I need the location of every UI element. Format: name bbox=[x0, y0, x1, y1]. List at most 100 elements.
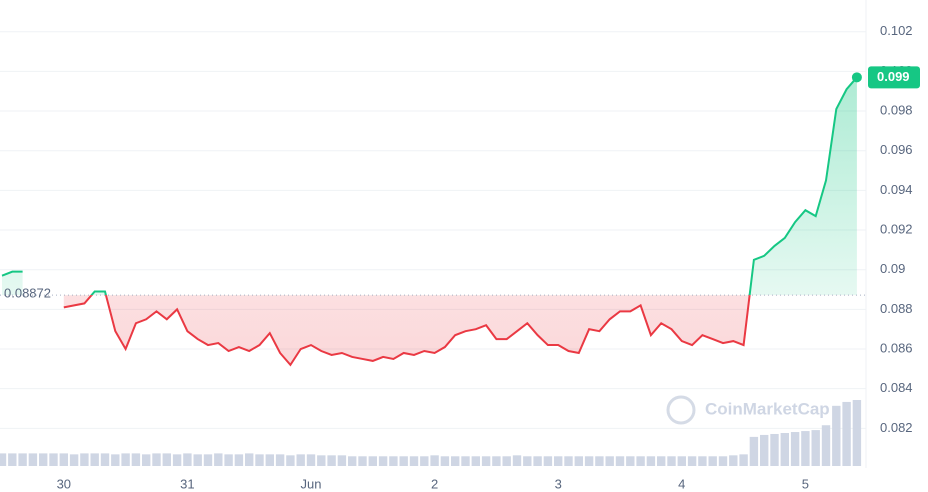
volume-bar bbox=[214, 453, 223, 466]
volume-bar bbox=[801, 431, 810, 466]
volume-bar bbox=[368, 456, 377, 466]
volume-bar bbox=[584, 456, 594, 466]
volume-bar bbox=[657, 456, 666, 466]
y-tick-label: 0.092 bbox=[880, 221, 913, 236]
y-tick-label: 0.09 bbox=[880, 261, 905, 276]
current-value-box bbox=[868, 66, 920, 89]
volume-bar bbox=[39, 453, 48, 466]
volume-bar bbox=[811, 430, 820, 466]
volume-bar bbox=[275, 454, 285, 466]
volume-bar bbox=[409, 456, 419, 466]
volume-bar bbox=[306, 454, 316, 466]
y-tick-label: 0.086 bbox=[880, 340, 913, 355]
volume-bar bbox=[234, 454, 244, 466]
volume-bar bbox=[615, 456, 625, 466]
volume-bar bbox=[296, 454, 305, 466]
x-tick-label: 5 bbox=[802, 476, 809, 491]
y-tick-label: 0.082 bbox=[880, 420, 913, 435]
current-value-label: 0.099 bbox=[877, 69, 910, 84]
volume-bar bbox=[131, 453, 141, 466]
volume-bar bbox=[760, 434, 769, 466]
volume-bar bbox=[502, 456, 511, 466]
x-tick-label: 30 bbox=[57, 476, 71, 491]
volume-bar bbox=[69, 454, 79, 466]
volume-bar bbox=[605, 456, 614, 466]
volume-bar bbox=[399, 456, 408, 466]
watermark-text: CoinMarketCap bbox=[705, 399, 830, 418]
volume-bar bbox=[512, 455, 522, 466]
volume-bar bbox=[852, 400, 862, 466]
volume-bar bbox=[317, 455, 326, 466]
volume-bar bbox=[595, 456, 604, 466]
volume-bar bbox=[749, 436, 759, 466]
volume-bar bbox=[708, 456, 717, 466]
volume-bar bbox=[142, 454, 151, 466]
y-tick-label: 0.098 bbox=[880, 102, 913, 117]
volume-bar bbox=[780, 433, 789, 466]
volume-bar bbox=[543, 456, 553, 466]
watermark: CoinMarketCap bbox=[666, 395, 830, 425]
volume-bar bbox=[121, 453, 130, 466]
baseline-label: 0.08872 bbox=[4, 286, 51, 301]
y-tick-label: 0.088 bbox=[880, 301, 913, 316]
volume-bar bbox=[90, 453, 99, 466]
volume-bar bbox=[667, 456, 676, 466]
volume-bar bbox=[337, 455, 347, 466]
volume-bar bbox=[564, 456, 573, 466]
volume-bar bbox=[481, 456, 491, 466]
volume-bar bbox=[698, 456, 707, 466]
price-line-down bbox=[63, 295, 751, 367]
watermark-logo bbox=[666, 395, 696, 425]
price-line-up bbox=[1, 76, 858, 296]
volume-bar bbox=[18, 453, 27, 466]
volume-bar bbox=[729, 455, 738, 466]
volume-bar bbox=[0, 453, 7, 466]
volume-bar bbox=[203, 454, 213, 466]
volume-bar bbox=[718, 456, 728, 466]
volume-bar bbox=[378, 456, 388, 466]
volume-bar bbox=[224, 454, 233, 466]
volume-bar bbox=[770, 433, 779, 466]
volume-bar bbox=[255, 454, 264, 466]
volume-bar bbox=[430, 455, 439, 466]
volume-bar bbox=[193, 454, 202, 466]
volume-bar bbox=[358, 456, 367, 466]
y-tick-label: 0.094 bbox=[880, 182, 913, 197]
x-tick-label: 31 bbox=[180, 476, 194, 491]
volume-bar bbox=[327, 455, 336, 466]
volume-bar bbox=[245, 453, 254, 466]
volume-bar bbox=[646, 456, 656, 466]
volume-bar bbox=[461, 456, 470, 466]
volume-bar bbox=[440, 456, 450, 466]
volume-bar bbox=[739, 454, 748, 466]
volume-bar bbox=[348, 456, 357, 466]
volume-bar bbox=[265, 454, 274, 466]
volume-bar bbox=[790, 432, 800, 466]
volume-bar bbox=[821, 425, 831, 466]
volume-bar bbox=[389, 456, 398, 466]
x-tick-label: 4 bbox=[678, 476, 685, 491]
volume-bar bbox=[687, 456, 697, 466]
volume-bar bbox=[492, 456, 501, 466]
volume-bar bbox=[420, 456, 429, 466]
volume-bar bbox=[636, 456, 645, 466]
volume-bar bbox=[8, 453, 17, 466]
volume-bar bbox=[832, 405, 841, 466]
volume-bar bbox=[183, 453, 192, 466]
volume-bar bbox=[842, 401, 851, 466]
x-tick-label: 3 bbox=[555, 476, 562, 491]
volume-bar bbox=[554, 456, 563, 466]
volume-bar bbox=[523, 456, 532, 466]
volume-bar bbox=[172, 454, 182, 466]
volume-bar bbox=[100, 453, 110, 466]
volume-bar bbox=[162, 453, 171, 466]
area-up bbox=[2, 77, 857, 296]
volume-bar bbox=[111, 454, 120, 466]
volume-bar bbox=[574, 456, 583, 466]
x-tick-label: Jun bbox=[301, 476, 322, 491]
volume-bar bbox=[28, 453, 38, 466]
volume-bar bbox=[471, 456, 480, 466]
